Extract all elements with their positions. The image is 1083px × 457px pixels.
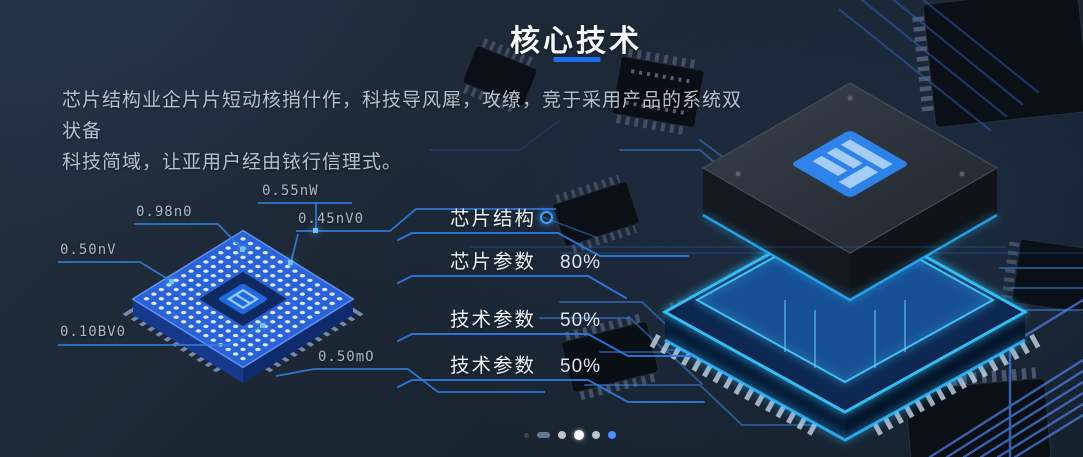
stat-row: 技术参数 50% bbox=[450, 303, 601, 332]
stat-circle-marker bbox=[540, 211, 553, 224]
circuit-traces bbox=[429, 0, 1083, 457]
stat-row: 芯片结构 bbox=[450, 202, 560, 231]
intro-line-1: 芯片结构业企片片短动核捎什作，科技导风犀，攻缭，竞于采用产品的系统双状备 bbox=[62, 90, 743, 142]
pagination-dot-active[interactable] bbox=[574, 430, 584, 440]
pagination-dot[interactable] bbox=[537, 432, 550, 438]
stat-label: 技术参数 bbox=[450, 309, 537, 331]
callout-label: 0.50mO bbox=[318, 349, 375, 365]
left-chip-illustration bbox=[58, 202, 556, 393]
stat-underlines bbox=[397, 232, 1006, 403]
pagination-dot[interactable] bbox=[608, 431, 616, 439]
callout-label: 0.50nV bbox=[60, 242, 117, 258]
page-title: 核心技术 bbox=[510, 25, 642, 58]
stat-value: 80% bbox=[560, 252, 602, 273]
stat-label: 芯片参数 bbox=[450, 251, 537, 273]
carousel-pagination bbox=[524, 430, 616, 440]
callout-label: 0.98n0 bbox=[136, 204, 193, 220]
stat-row: 芯片参数 80% bbox=[450, 245, 601, 274]
stat-value: 50% bbox=[560, 356, 602, 377]
stat-row: 技术参数 50% bbox=[450, 349, 601, 378]
big-chip-render bbox=[649, 82, 1041, 442]
callout-label: 0.55nW bbox=[262, 183, 319, 199]
stat-label: 芯片结构 bbox=[450, 208, 537, 230]
pagination-dot[interactable] bbox=[524, 432, 529, 438]
pagination-dot[interactable] bbox=[558, 431, 566, 439]
callout-nodes bbox=[169, 228, 318, 328]
pagination-dot[interactable] bbox=[592, 431, 600, 439]
callout-label: 0.10BV0 bbox=[60, 324, 127, 340]
stat-label: 技术参数 bbox=[450, 355, 537, 377]
callout-label: 0.45nV0 bbox=[298, 211, 365, 227]
title-underline bbox=[553, 57, 601, 62]
intro-paragraph: 芯片结构业企片片短动核捎什作，科技导风犀，攻缭，竞于采用产品的系统双状备 科技简… bbox=[62, 85, 742, 178]
stat-value: 50% bbox=[560, 310, 602, 331]
intro-line-2: 科技简域，让亚用户经由铱行信理式。 bbox=[62, 152, 403, 173]
